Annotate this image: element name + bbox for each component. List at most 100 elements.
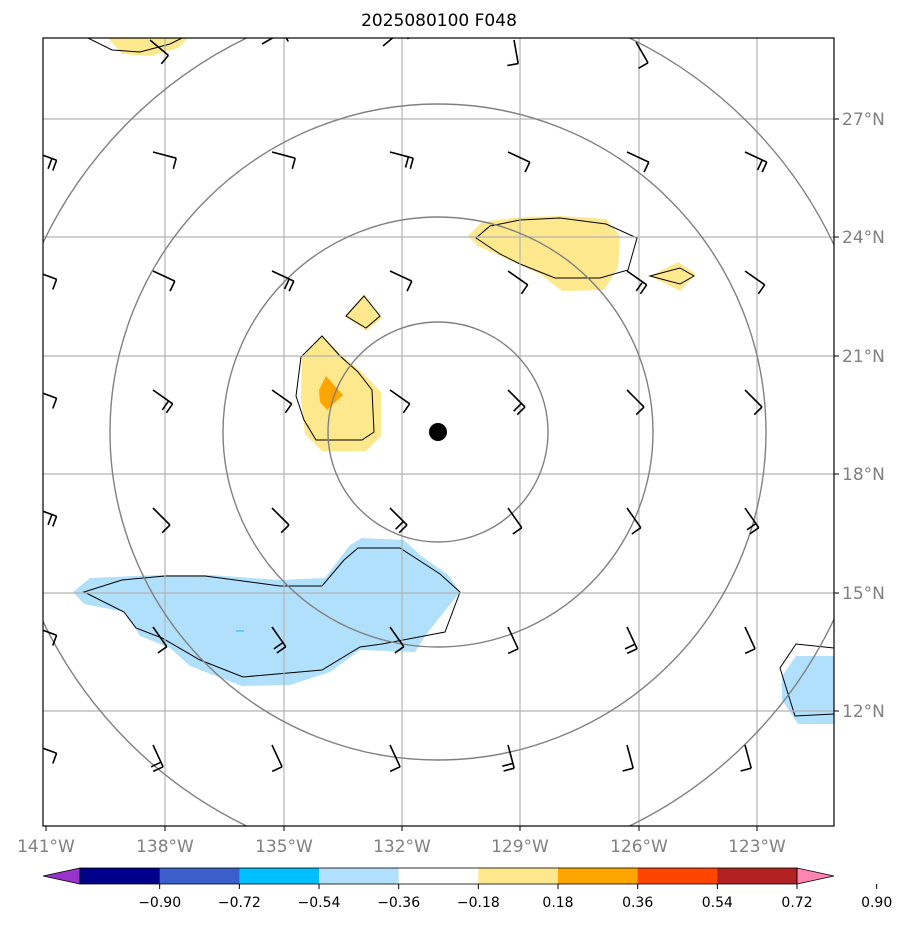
wind-barb	[622, 744, 634, 772]
wind-barb	[43, 273, 58, 290]
negative-anomaly-region	[73, 538, 460, 686]
strong-positive-anomaly-region	[319, 376, 343, 410]
lon-label: 141°W	[17, 837, 75, 857]
colorbar-cell	[558, 868, 639, 884]
wind-barb	[744, 389, 763, 416]
wind-barb	[152, 507, 171, 534]
wind-barb	[271, 151, 296, 170]
wind-barb	[389, 270, 413, 292]
wind-barb	[507, 389, 526, 416]
wind-barb	[626, 507, 642, 535]
wind-barb	[389, 507, 408, 534]
wind-barb	[502, 744, 515, 772]
wind-barb	[271, 389, 293, 414]
longitude-labels: 141°W 138°W 135°W 132°W 129°W 126°W 123°…	[17, 837, 786, 857]
lon-label: 138°W	[136, 837, 194, 857]
colorbar-tick-label: −0.18	[457, 895, 500, 911]
wind-barb	[389, 389, 411, 414]
lon-label: 132°W	[373, 837, 431, 857]
range-ring	[327, 321, 549, 543]
wind-barb	[389, 626, 405, 654]
colorbar-outline	[79, 867, 798, 885]
colorbar-tick-label: 0.72	[781, 895, 812, 911]
wind-barb	[507, 270, 529, 295]
lat-label: 12°N	[842, 702, 885, 722]
contour-line	[295, 335, 375, 441]
wind-barb	[740, 744, 752, 772]
lon-label: 123°W	[728, 837, 786, 857]
wind-barb	[389, 744, 401, 773]
range-ring	[222, 216, 654, 648]
lon-label: 129°W	[491, 837, 549, 857]
colorbar-cell	[398, 868, 479, 884]
wind-barb	[149, 39, 170, 65]
lat-label: 24°N	[842, 228, 885, 248]
wind-barb	[507, 626, 519, 655]
wind-barb	[43, 629, 58, 646]
colorbar-tick-label: −0.90	[138, 895, 181, 911]
lat-label: 21°N	[842, 347, 885, 367]
lat-label: 18°N	[842, 465, 885, 485]
colorbar-cell	[637, 868, 718, 884]
wind-barb	[271, 507, 290, 534]
wind-barb	[43, 392, 58, 409]
wind-barb	[152, 626, 168, 654]
colorbar: −0.90 −0.72 −0.54 −0.36 −0.18 0.18 0.36 0.54 0.7…	[42, 867, 892, 911]
wind-barb	[626, 389, 645, 416]
wind-barb	[744, 507, 760, 535]
wind-barb	[624, 626, 638, 655]
wind-barb	[744, 151, 768, 173]
contour-line	[87, 38, 183, 53]
contour-line	[648, 267, 696, 285]
lon-label: 135°W	[255, 837, 313, 857]
wind-barb	[43, 510, 58, 527]
map-content	[43, 38, 834, 826]
wind-barb	[626, 270, 648, 295]
contour-line	[82, 547, 461, 678]
axis-ticks	[45, 118, 839, 831]
wind-barb	[744, 626, 756, 655]
wind-barb	[150, 744, 164, 773]
positive-anomaly-region	[650, 262, 696, 291]
wind-barb	[635, 41, 649, 69]
colorbar-cell	[319, 868, 400, 884]
latitude-labels: 27°N 24°N 21°N 18°N 15°N 12°N	[842, 110, 885, 722]
range-ring	[109, 103, 767, 761]
map-border	[42, 37, 835, 827]
wind-barb	[152, 151, 177, 170]
colorbar-cell	[239, 868, 320, 884]
colorbar-tick-label: 0.18	[542, 895, 573, 911]
colorbar-cell	[80, 868, 161, 884]
colorbar-ticks: −0.90 −0.72 −0.54 −0.36 −0.18 0.18 0.36 0.54 0.7…	[138, 884, 892, 911]
map-title: 2025080100 F048	[361, 11, 517, 31]
contour-line	[475, 217, 638, 279]
lat-label: 27°N	[842, 110, 885, 130]
colorbar-cell	[717, 868, 798, 884]
wind-barb	[261, 38, 289, 45]
colorbar-tick-label: −0.72	[218, 895, 261, 911]
wind-barb	[507, 507, 523, 535]
wind-barb	[271, 270, 295, 292]
colorbar-tick-label: −0.36	[377, 895, 420, 911]
colorbar-tick-label: 0.36	[622, 895, 653, 911]
contour-line	[779, 643, 834, 717]
wind-barb	[507, 151, 531, 173]
wind-barb	[271, 744, 283, 773]
storm-center-marker	[429, 423, 447, 441]
colorbar-cell	[478, 868, 559, 884]
wind-barb	[43, 154, 58, 171]
wind-barb	[43, 747, 58, 764]
wind-barb	[626, 151, 650, 173]
wind-barb	[507, 39, 519, 67]
colorbar-extend-low	[42, 867, 81, 885]
lat-label: 15°N	[842, 584, 885, 604]
colorbar-tick-label: −0.54	[298, 895, 341, 911]
wind-barb	[744, 270, 766, 295]
colorbar-tick-label: 0.90	[861, 895, 892, 911]
colorbar-extend-high	[796, 867, 835, 885]
wind-barb	[152, 389, 174, 414]
colorbar-cell	[159, 868, 240, 884]
anomaly-contours	[82, 38, 834, 717]
